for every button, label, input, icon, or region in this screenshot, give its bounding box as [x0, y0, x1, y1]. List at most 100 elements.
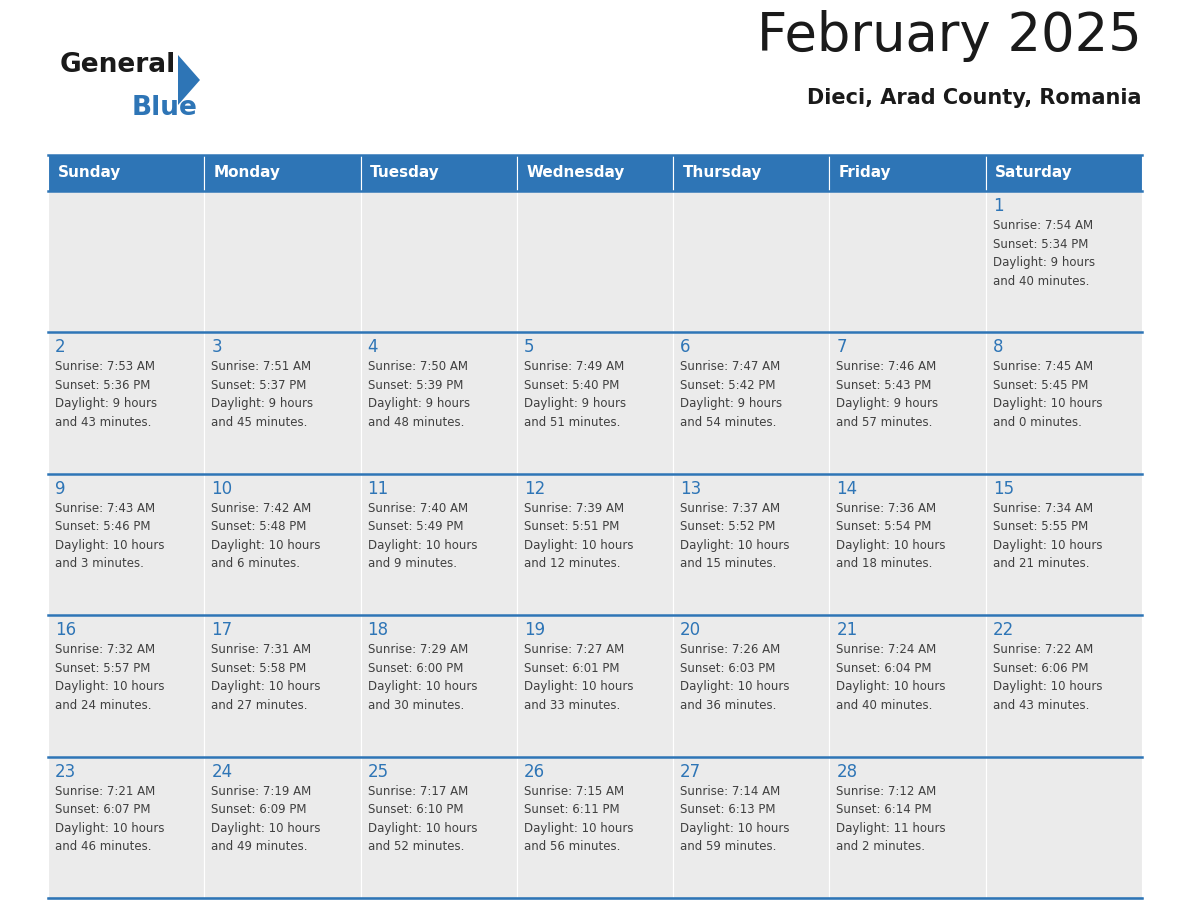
- FancyBboxPatch shape: [986, 615, 1142, 756]
- Text: 25: 25: [367, 763, 388, 780]
- FancyBboxPatch shape: [829, 474, 986, 615]
- Text: Sunrise: 7:43 AM
Sunset: 5:46 PM
Daylight: 10 hours
and 3 minutes.: Sunrise: 7:43 AM Sunset: 5:46 PM Dayligh…: [55, 502, 164, 570]
- Text: Sunrise: 7:45 AM
Sunset: 5:45 PM
Daylight: 10 hours
and 0 minutes.: Sunrise: 7:45 AM Sunset: 5:45 PM Dayligh…: [993, 361, 1102, 429]
- Text: Blue: Blue: [132, 95, 198, 121]
- FancyBboxPatch shape: [517, 332, 674, 474]
- FancyBboxPatch shape: [204, 756, 361, 898]
- Text: Sunrise: 7:15 AM
Sunset: 6:11 PM
Daylight: 10 hours
and 56 minutes.: Sunrise: 7:15 AM Sunset: 6:11 PM Dayligh…: [524, 785, 633, 853]
- FancyBboxPatch shape: [674, 615, 829, 756]
- Polygon shape: [178, 55, 200, 105]
- Text: 15: 15: [993, 480, 1013, 498]
- FancyBboxPatch shape: [986, 756, 1142, 898]
- Text: Sunrise: 7:36 AM
Sunset: 5:54 PM
Daylight: 10 hours
and 18 minutes.: Sunrise: 7:36 AM Sunset: 5:54 PM Dayligh…: [836, 502, 946, 570]
- FancyBboxPatch shape: [674, 155, 829, 191]
- Text: Sunrise: 7:39 AM
Sunset: 5:51 PM
Daylight: 10 hours
and 12 minutes.: Sunrise: 7:39 AM Sunset: 5:51 PM Dayligh…: [524, 502, 633, 570]
- Text: Monday: Monday: [214, 165, 280, 181]
- Text: Friday: Friday: [839, 165, 891, 181]
- Text: 1: 1: [993, 197, 1004, 215]
- Text: 4: 4: [367, 339, 378, 356]
- Text: 3: 3: [211, 339, 222, 356]
- FancyBboxPatch shape: [986, 155, 1142, 191]
- Text: General: General: [61, 52, 176, 78]
- Text: Saturday: Saturday: [996, 165, 1073, 181]
- Text: Sunrise: 7:54 AM
Sunset: 5:34 PM
Daylight: 9 hours
and 40 minutes.: Sunrise: 7:54 AM Sunset: 5:34 PM Dayligh…: [993, 219, 1095, 287]
- Text: Sunrise: 7:40 AM
Sunset: 5:49 PM
Daylight: 10 hours
and 9 minutes.: Sunrise: 7:40 AM Sunset: 5:49 PM Dayligh…: [367, 502, 478, 570]
- Text: 11: 11: [367, 480, 388, 498]
- Text: Sunrise: 7:14 AM
Sunset: 6:13 PM
Daylight: 10 hours
and 59 minutes.: Sunrise: 7:14 AM Sunset: 6:13 PM Dayligh…: [681, 785, 790, 853]
- Text: 18: 18: [367, 621, 388, 639]
- Text: 14: 14: [836, 480, 858, 498]
- Text: February 2025: February 2025: [757, 10, 1142, 62]
- FancyBboxPatch shape: [674, 756, 829, 898]
- Text: 5: 5: [524, 339, 535, 356]
- Text: Sunrise: 7:49 AM
Sunset: 5:40 PM
Daylight: 9 hours
and 51 minutes.: Sunrise: 7:49 AM Sunset: 5:40 PM Dayligh…: [524, 361, 626, 429]
- Text: Sunrise: 7:27 AM
Sunset: 6:01 PM
Daylight: 10 hours
and 33 minutes.: Sunrise: 7:27 AM Sunset: 6:01 PM Dayligh…: [524, 644, 633, 711]
- Text: Sunrise: 7:53 AM
Sunset: 5:36 PM
Daylight: 9 hours
and 43 minutes.: Sunrise: 7:53 AM Sunset: 5:36 PM Dayligh…: [55, 361, 157, 429]
- Text: Sunrise: 7:47 AM
Sunset: 5:42 PM
Daylight: 9 hours
and 54 minutes.: Sunrise: 7:47 AM Sunset: 5:42 PM Dayligh…: [681, 361, 782, 429]
- Text: 17: 17: [211, 621, 233, 639]
- Text: Sunrise: 7:34 AM
Sunset: 5:55 PM
Daylight: 10 hours
and 21 minutes.: Sunrise: 7:34 AM Sunset: 5:55 PM Dayligh…: [993, 502, 1102, 570]
- FancyBboxPatch shape: [986, 191, 1142, 332]
- FancyBboxPatch shape: [829, 756, 986, 898]
- FancyBboxPatch shape: [674, 474, 829, 615]
- FancyBboxPatch shape: [361, 155, 517, 191]
- FancyBboxPatch shape: [48, 756, 204, 898]
- Text: Sunrise: 7:51 AM
Sunset: 5:37 PM
Daylight: 9 hours
and 45 minutes.: Sunrise: 7:51 AM Sunset: 5:37 PM Dayligh…: [211, 361, 314, 429]
- FancyBboxPatch shape: [204, 155, 361, 191]
- Text: Dieci, Arad County, Romania: Dieci, Arad County, Romania: [808, 88, 1142, 108]
- Text: 7: 7: [836, 339, 847, 356]
- Text: Sunrise: 7:26 AM
Sunset: 6:03 PM
Daylight: 10 hours
and 36 minutes.: Sunrise: 7:26 AM Sunset: 6:03 PM Dayligh…: [681, 644, 790, 711]
- Text: Sunrise: 7:50 AM
Sunset: 5:39 PM
Daylight: 9 hours
and 48 minutes.: Sunrise: 7:50 AM Sunset: 5:39 PM Dayligh…: [367, 361, 469, 429]
- Text: Sunrise: 7:12 AM
Sunset: 6:14 PM
Daylight: 11 hours
and 2 minutes.: Sunrise: 7:12 AM Sunset: 6:14 PM Dayligh…: [836, 785, 946, 853]
- FancyBboxPatch shape: [517, 474, 674, 615]
- FancyBboxPatch shape: [361, 756, 517, 898]
- Text: Sunrise: 7:29 AM
Sunset: 6:00 PM
Daylight: 10 hours
and 30 minutes.: Sunrise: 7:29 AM Sunset: 6:00 PM Dayligh…: [367, 644, 478, 711]
- Text: Tuesday: Tuesday: [369, 165, 440, 181]
- Text: 2: 2: [55, 339, 65, 356]
- FancyBboxPatch shape: [517, 155, 674, 191]
- Text: 23: 23: [55, 763, 76, 780]
- Text: 26: 26: [524, 763, 545, 780]
- Text: Sunrise: 7:42 AM
Sunset: 5:48 PM
Daylight: 10 hours
and 6 minutes.: Sunrise: 7:42 AM Sunset: 5:48 PM Dayligh…: [211, 502, 321, 570]
- FancyBboxPatch shape: [517, 756, 674, 898]
- Text: Sunrise: 7:37 AM
Sunset: 5:52 PM
Daylight: 10 hours
and 15 minutes.: Sunrise: 7:37 AM Sunset: 5:52 PM Dayligh…: [681, 502, 790, 570]
- Text: 8: 8: [993, 339, 1003, 356]
- FancyBboxPatch shape: [48, 191, 204, 332]
- Text: 9: 9: [55, 480, 65, 498]
- FancyBboxPatch shape: [48, 615, 204, 756]
- Text: 6: 6: [681, 339, 690, 356]
- FancyBboxPatch shape: [829, 155, 986, 191]
- Text: 28: 28: [836, 763, 858, 780]
- FancyBboxPatch shape: [829, 191, 986, 332]
- Text: 12: 12: [524, 480, 545, 498]
- Text: 16: 16: [55, 621, 76, 639]
- FancyBboxPatch shape: [361, 615, 517, 756]
- Text: 21: 21: [836, 621, 858, 639]
- FancyBboxPatch shape: [361, 332, 517, 474]
- Text: 10: 10: [211, 480, 233, 498]
- Text: Sunrise: 7:31 AM
Sunset: 5:58 PM
Daylight: 10 hours
and 27 minutes.: Sunrise: 7:31 AM Sunset: 5:58 PM Dayligh…: [211, 644, 321, 711]
- Text: Sunrise: 7:24 AM
Sunset: 6:04 PM
Daylight: 10 hours
and 40 minutes.: Sunrise: 7:24 AM Sunset: 6:04 PM Dayligh…: [836, 644, 946, 711]
- Text: 27: 27: [681, 763, 701, 780]
- Text: Sunrise: 7:32 AM
Sunset: 5:57 PM
Daylight: 10 hours
and 24 minutes.: Sunrise: 7:32 AM Sunset: 5:57 PM Dayligh…: [55, 644, 164, 711]
- FancyBboxPatch shape: [517, 191, 674, 332]
- FancyBboxPatch shape: [361, 474, 517, 615]
- FancyBboxPatch shape: [829, 615, 986, 756]
- Text: Thursday: Thursday: [683, 165, 762, 181]
- FancyBboxPatch shape: [204, 474, 361, 615]
- Text: 20: 20: [681, 621, 701, 639]
- Text: 24: 24: [211, 763, 233, 780]
- FancyBboxPatch shape: [204, 615, 361, 756]
- Text: 22: 22: [993, 621, 1015, 639]
- Text: Sunrise: 7:21 AM
Sunset: 6:07 PM
Daylight: 10 hours
and 46 minutes.: Sunrise: 7:21 AM Sunset: 6:07 PM Dayligh…: [55, 785, 164, 853]
- Text: Sunrise: 7:22 AM
Sunset: 6:06 PM
Daylight: 10 hours
and 43 minutes.: Sunrise: 7:22 AM Sunset: 6:06 PM Dayligh…: [993, 644, 1102, 711]
- Text: 13: 13: [681, 480, 701, 498]
- Text: Sunday: Sunday: [57, 165, 121, 181]
- FancyBboxPatch shape: [674, 332, 829, 474]
- Text: Wednesday: Wednesday: [526, 165, 625, 181]
- FancyBboxPatch shape: [204, 332, 361, 474]
- FancyBboxPatch shape: [204, 191, 361, 332]
- FancyBboxPatch shape: [674, 191, 829, 332]
- FancyBboxPatch shape: [986, 474, 1142, 615]
- Text: 19: 19: [524, 621, 545, 639]
